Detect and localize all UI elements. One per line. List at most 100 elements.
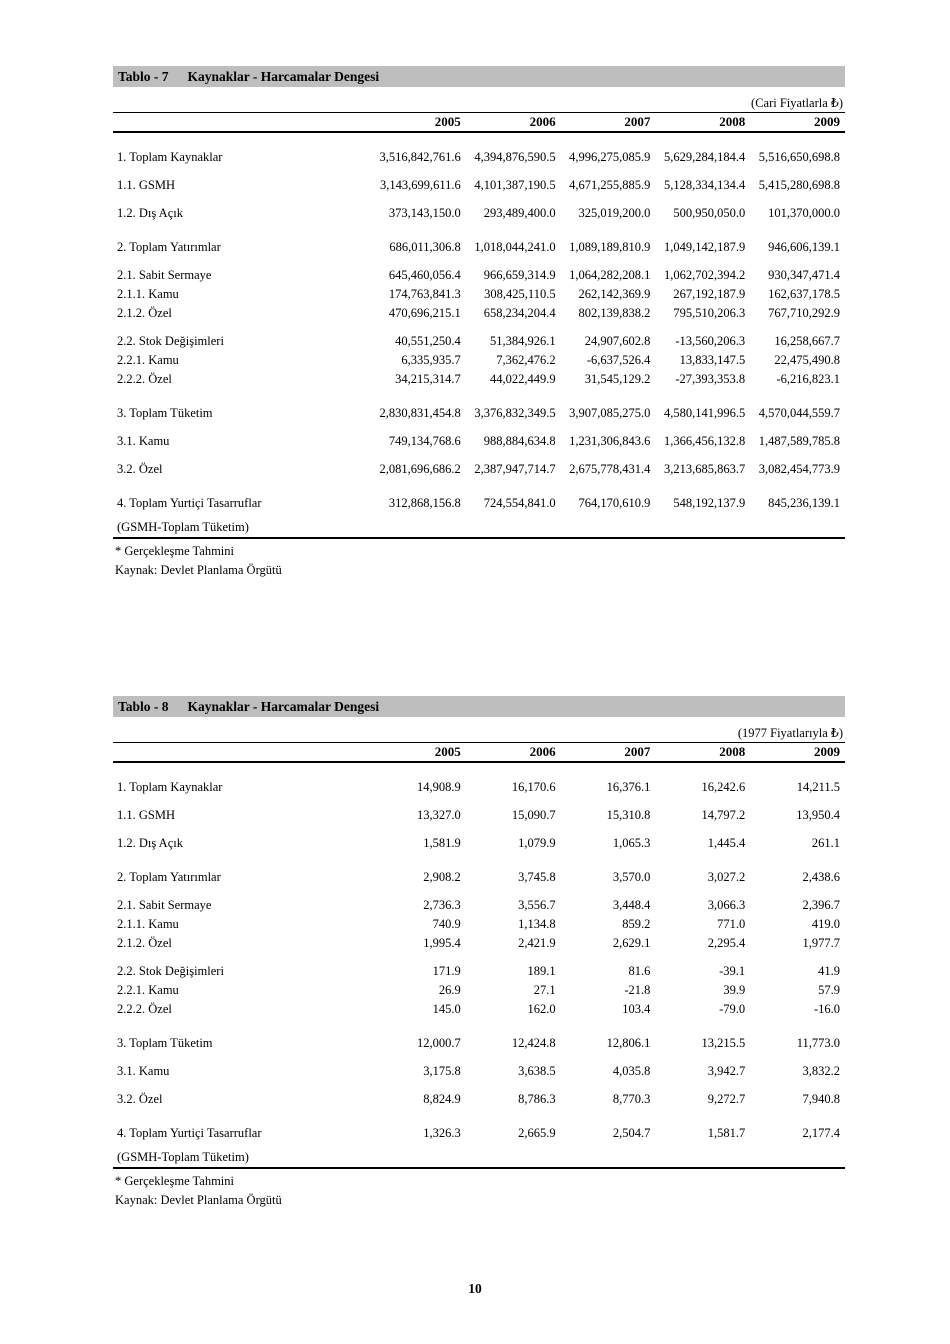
cell-value: -39.1: [719, 964, 746, 978]
cell-value: -27,393,353.8: [675, 372, 746, 386]
cell-value: -79.0: [719, 1002, 746, 1016]
cell-value: [650, 1150, 745, 1165]
cell-value: [366, 1150, 461, 1165]
cell-value: 2,675,778,431.4: [569, 462, 651, 476]
cell-value: 312,868,156.8: [388, 496, 461, 510]
cell-value: 988,884,634.8: [483, 434, 556, 448]
cell-value: 2,665.9: [518, 1126, 556, 1140]
cell-value: 3,832.2: [802, 1064, 841, 1078]
cell-value: 2,387,947,714.7: [474, 462, 556, 476]
year-header-spacer: [113, 744, 366, 759]
row-label: (GSMH-Toplam Tüketim): [117, 520, 249, 534]
row-label: 4. Toplam Yurtiçi Tasarruflar: [117, 496, 262, 510]
cell-value: 1,366,456,132.8: [663, 434, 746, 448]
cell-value: 5,516,650,698.8: [758, 150, 840, 164]
cell-value: 16,170.6: [511, 780, 556, 794]
cell-value: 24,907,602.8: [584, 334, 651, 348]
cell-value: 2,396.7: [802, 898, 841, 912]
cell-value: [745, 520, 840, 535]
cell-value: 3,213,685,863.7: [663, 462, 746, 476]
cell-value: 1,134.8: [518, 917, 556, 931]
table-7-section: Tablo - 7 Kaynaklar - Harcamalar Dengesi (…: [113, 66, 845, 580]
cell-value: 41.9: [818, 964, 840, 978]
cell-value: 3,638.5: [518, 1064, 556, 1078]
table-row: 2.2. Stok Değişimleri 171.9 189.1 81.6 -39.1…: [113, 964, 845, 979]
cell-value: 1,018,044,241.0: [474, 240, 556, 254]
cell-value: 1,581.7: [707, 1126, 746, 1140]
table-row: 3.2. Özel 8,824.9 8,786.3 8,770.3 9,272.7 7,9…: [113, 1092, 845, 1107]
cell-value: 267,192,187.9: [673, 287, 746, 301]
cell-value: 2,177.4: [802, 1126, 841, 1140]
cell-value: 1,064,282,208.1: [569, 268, 651, 282]
table-title: Kaynaklar - Harcamalar Dengesi: [187, 69, 380, 84]
cell-value: 103.4: [622, 1002, 651, 1016]
row-label: 1.2. Dış Açık: [117, 206, 183, 220]
table-row: 2.1.2. Özel 470,696,215.1 658,234,204.4 802…: [113, 306, 845, 321]
table-row: 3.1. Kamu 3,175.8 3,638.5 4,035.8 3,942.7 3,8…: [113, 1064, 845, 1079]
cell-value: -21.8: [624, 983, 651, 997]
cell-value: 26.9: [438, 983, 461, 997]
cell-value: [366, 520, 461, 535]
cell-value: 7,940.8: [802, 1092, 841, 1106]
cell-value: 14,908.9: [417, 780, 461, 794]
cell-value: 470,696,215.1: [388, 306, 461, 320]
year-header: 2006: [529, 744, 556, 759]
cell-value: 40,551,250.4: [395, 334, 461, 348]
table-row: 2.1.1. Kamu 174,763,841.3 308,425,110.5 262…: [113, 287, 845, 302]
cell-value: 4,394,876,590.5: [474, 150, 556, 164]
cell-value: 2,438.6: [802, 870, 841, 884]
cell-value: 767,710,292.9: [768, 306, 840, 320]
cell-value: 57.9: [818, 983, 840, 997]
cell-value: 162,637,178.5: [768, 287, 840, 301]
cell-value: 500,950,050.0: [673, 206, 746, 220]
table-row: 2.1.2. Özel 1,995.4 2,421.9 2,629.1 2,295.4 1…: [113, 936, 845, 951]
cell-value: 5,629,284,184.4: [663, 150, 746, 164]
cell-value: 13,950.4: [796, 808, 840, 822]
table-title-bar: Tablo - 8 Kaynaklar - Harcamalar Dengesi: [113, 696, 845, 717]
page-content: Tablo - 7 Kaynaklar - Harcamalar Dengesi (…: [113, 66, 845, 1210]
cell-value: 1,079.9: [518, 836, 556, 850]
cell-value: 3,066.3: [707, 898, 746, 912]
table-number: Tablo - 7: [118, 69, 169, 84]
cell-value: 658,234,204.4: [483, 306, 556, 320]
row-label: 2.1. Sabit Sermaye: [117, 898, 212, 912]
cell-value: 174,763,841.3: [388, 287, 461, 301]
cell-value: 3,556.7: [518, 898, 556, 912]
cell-value: 4,570,044,559.7: [758, 406, 840, 420]
cell-value: 14,211.5: [796, 780, 840, 794]
cell-value: 145.0: [432, 1002, 461, 1016]
cell-value: 1,445.4: [707, 836, 746, 850]
cell-value: [556, 520, 651, 535]
table-body: 1. Toplam Kaynaklar 3,516,842,761.6 4,394,…: [113, 150, 845, 539]
cell-value: 308,425,110.5: [484, 287, 556, 301]
cell-value: 1,231,306,843.6: [569, 434, 651, 448]
page-number: 10: [468, 1281, 482, 1296]
cell-value: 771.0: [717, 917, 746, 931]
row-label: 2.2. Stok Değişimleri: [117, 964, 224, 978]
cell-value: 39.9: [723, 983, 746, 997]
cell-value: 4,996,275,085.9: [569, 150, 651, 164]
row-label: 2.1. Sabit Sermaye: [117, 268, 212, 282]
table-row: 1. Toplam Kaynaklar 3,516,842,761.6 4,394,…: [113, 150, 845, 165]
table-row: (GSMH-Toplam Tüketim): [113, 520, 845, 535]
table-row: 2.2.2. Özel 145.0 162.0 103.4 -79.0 -16.0: [113, 1002, 845, 1017]
table-footnotes: * Gerçekleşme Tahmini Kaynak: Devlet Plan…: [113, 1172, 845, 1210]
cell-value: 12,424.8: [511, 1036, 556, 1050]
cell-value: 9,272.7: [707, 1092, 746, 1106]
cell-value: 13,833,147.5: [679, 353, 746, 367]
table-title: Kaynaklar - Harcamalar Dengesi: [187, 699, 380, 714]
cell-value: 3,082,454,773.9: [758, 462, 840, 476]
table-row: 1.2. Dış Açık 1,581.9 1,079.9 1,065.3 1,445.…: [113, 836, 845, 851]
row-label: 2.2. Stok Değişimleri: [117, 334, 224, 348]
cell-value: -6,216,823.1: [776, 372, 840, 386]
table-row: 1.1. GSMH 13,327.0 15,090.7 15,310.8 14,797.…: [113, 808, 845, 823]
cell-value: 81.6: [628, 964, 651, 978]
cell-value: 946,606,139.1: [768, 240, 840, 254]
cell-value: 22,475,490.8: [774, 353, 840, 367]
cell-value: 3,570.0: [612, 870, 651, 884]
cell-value: 3,175.8: [423, 1064, 461, 1078]
cell-value: 3,516,842,761.6: [379, 150, 461, 164]
cell-value: 2,421.9: [518, 936, 556, 950]
table-title-bar: Tablo - 7 Kaynaklar - Harcamalar Dengesi: [113, 66, 845, 87]
year-header: 2007: [624, 744, 651, 759]
